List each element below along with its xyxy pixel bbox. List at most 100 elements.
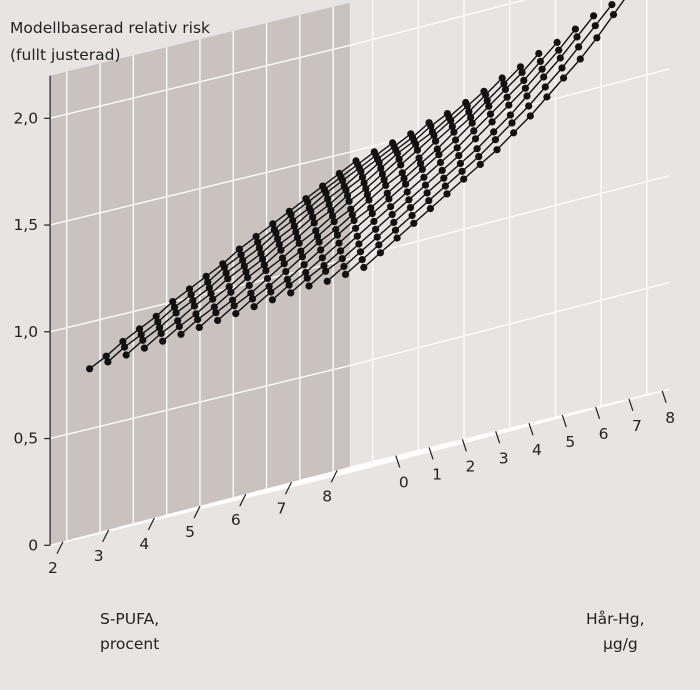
data-point [295,239,303,247]
data-point [248,295,257,303]
z-tick-label: 1,0 [13,323,38,341]
data-point [460,175,468,183]
data-point [297,247,305,255]
data-point [102,352,110,360]
data-point [189,296,197,304]
data-point [227,288,235,296]
data-point [257,250,265,258]
data-point [229,296,237,304]
data-point [289,216,297,225]
data-point [330,218,338,226]
data-point [317,246,325,254]
data-point [443,110,451,118]
z-grid-line [49,281,670,440]
data-point [541,83,549,91]
data-point [309,213,317,221]
y-tick-label: 5 [565,433,575,451]
data-point [170,303,179,311]
data-point [255,244,263,252]
data-point [593,34,601,42]
data-point [333,231,341,239]
x-tick-mark [56,541,64,555]
data-point [260,261,268,269]
data-point [441,182,449,190]
data-point [122,351,130,359]
data-point [315,238,323,246]
data-point [290,222,298,230]
data-point [240,262,248,270]
data-point [432,137,440,145]
data-point [408,211,416,220]
data-point [355,240,363,248]
data-point [380,176,388,184]
data-point [488,118,496,126]
data-point [177,330,185,338]
data-point [335,239,343,247]
data-point [448,122,456,131]
data-point [440,174,448,182]
data-point [352,224,360,232]
y-tick-label: 7 [632,417,642,435]
data-point [347,205,355,213]
data-point [500,80,508,88]
data-point [536,57,545,65]
data-point [285,281,293,289]
data-point [368,210,376,218]
data-point [406,204,415,212]
data-point [558,64,566,72]
data-point [135,325,144,333]
x-tick-mark [193,505,201,519]
data-point [205,284,213,292]
data-point [383,189,391,197]
y-tick-mark [495,431,501,444]
data-point [425,119,433,127]
data-point [285,207,293,215]
data-point [395,155,403,163]
data-point [405,196,413,204]
data-point [140,344,148,352]
data-point [324,195,332,203]
data-point [207,289,215,298]
data-point [485,102,493,110]
data-point [323,277,331,285]
data-point [373,233,381,241]
data-point [608,1,616,9]
data-point [104,358,112,366]
y-tick-label: 2 [465,457,475,475]
data-point [278,254,287,262]
data-point [343,192,352,200]
data-point [455,152,463,160]
data-point [382,181,390,189]
data-point [172,309,180,317]
data-point [453,144,461,152]
data-point [277,246,285,254]
data-point [303,274,311,282]
tick-labels: 0 0,5 1,0 1,5 2,0 2 3 4 5 6 7 8 0 1 2 3 4 5 6 7 8 [13,109,675,576]
data-point [305,204,313,212]
data-point [486,110,495,118]
x-tick-label: 2 [48,559,58,577]
y-tick-mark [428,447,434,460]
data-point [86,365,94,373]
data-point [509,129,518,137]
data-point [340,182,348,190]
surface-series [86,0,625,373]
x-tick-mark [239,493,247,507]
data-point [516,63,525,71]
data-point [350,216,358,225]
data-point [190,302,198,310]
data-point [312,227,320,235]
data-point [467,113,475,121]
data-point [503,93,511,101]
x-tick-label: 4 [139,535,149,553]
data-point [293,234,302,242]
x-axis-label-line-1: S-PUFA, [100,610,159,628]
z-tick-label: 0,5 [13,430,38,448]
y-tick-label: 8 [665,409,675,427]
data-point [353,232,361,240]
data-point [214,316,222,325]
data-point [327,206,335,214]
data-point [362,185,370,193]
data-point [262,267,270,275]
data-point [232,310,240,318]
